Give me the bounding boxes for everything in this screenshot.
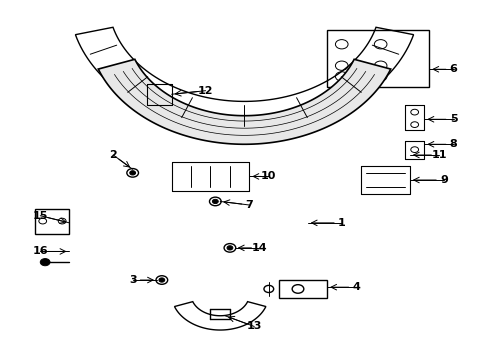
Circle shape bbox=[226, 246, 232, 250]
Text: 9: 9 bbox=[439, 175, 447, 185]
Text: 11: 11 bbox=[430, 150, 446, 160]
Text: 13: 13 bbox=[246, 321, 262, 332]
Text: 14: 14 bbox=[251, 243, 266, 253]
Text: 5: 5 bbox=[449, 114, 456, 124]
Text: 4: 4 bbox=[352, 282, 360, 292]
Text: 1: 1 bbox=[337, 218, 345, 228]
Polygon shape bbox=[98, 59, 390, 144]
Text: 6: 6 bbox=[449, 64, 457, 74]
Text: 16: 16 bbox=[32, 247, 48, 256]
Circle shape bbox=[129, 171, 135, 175]
Text: 3: 3 bbox=[129, 275, 136, 285]
Text: 15: 15 bbox=[33, 211, 48, 221]
Text: 10: 10 bbox=[261, 171, 276, 181]
Circle shape bbox=[159, 278, 164, 282]
Circle shape bbox=[212, 199, 218, 203]
Text: 7: 7 bbox=[245, 200, 253, 210]
Text: 12: 12 bbox=[198, 86, 213, 96]
Text: 8: 8 bbox=[449, 139, 456, 149]
Circle shape bbox=[40, 258, 50, 266]
Text: 2: 2 bbox=[109, 150, 117, 160]
